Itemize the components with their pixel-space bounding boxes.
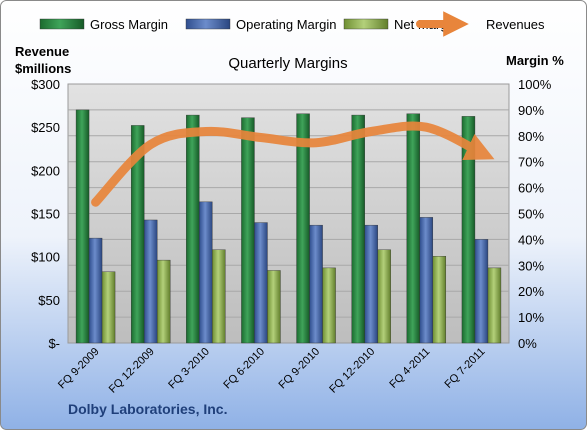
bars-layer — [75, 109, 502, 344]
right-axis-tick-label: 50% — [518, 207, 544, 222]
operating-margin-bar — [364, 224, 378, 344]
left-axis-title-line1: Revenue — [15, 44, 69, 59]
net-margin-bar — [432, 256, 447, 344]
legend-swatch — [343, 18, 389, 30]
gross-margin-bar — [351, 114, 365, 344]
legend-swatch — [185, 18, 231, 30]
chart-title: Quarterly Margins — [228, 55, 347, 72]
operating-margin-bar — [309, 224, 323, 344]
legend-label: Revenues — [486, 17, 545, 32]
operating-margin-bar — [474, 239, 489, 344]
net-margin-bar — [322, 267, 336, 344]
legend-label: Operating Margin — [236, 17, 336, 32]
left-axis-tick-label: $150 — [31, 207, 60, 222]
legend-gross-margin: Gross Margin — [39, 17, 168, 32]
left-axis-tick-label: $- — [48, 336, 60, 351]
right-axis-tick-label: 70% — [518, 155, 544, 170]
net-margin-bar — [487, 267, 502, 344]
operating-margin-bar — [199, 201, 213, 344]
operating-margin-bar — [88, 237, 103, 344]
net-margin-bar — [377, 249, 391, 344]
revenue-line — [91, 121, 495, 207]
right-axis-tick-label: 80% — [518, 129, 544, 144]
right-axis-tick-label: 40% — [518, 232, 544, 247]
operating-margin-bar — [254, 222, 268, 344]
net-margin-bar — [267, 270, 281, 344]
right-axis-title: Margin % — [506, 53, 564, 68]
gross-margin-bar — [296, 113, 310, 344]
left-axis-tick-label: $100 — [31, 250, 60, 265]
right-axis-ticks: 0% 10% 20% 30% 40% 50% 60% 70% 80% 90% 100% — [518, 77, 552, 351]
operating-margin-bar — [419, 217, 434, 344]
right-axis-tick-label: 60% — [518, 181, 544, 196]
left-axis-tick-label: $250 — [31, 120, 60, 135]
gross-margin-bar — [186, 114, 200, 344]
net-margin-bar — [156, 259, 171, 344]
left-axis-tick-label: $50 — [38, 293, 60, 308]
right-axis-tick-label: 10% — [518, 310, 544, 325]
gross-margin-bar — [461, 116, 476, 344]
gross-margin-bar — [75, 109, 90, 344]
net-margin-bar — [212, 249, 226, 344]
company-name: Dolby Laboratories, Inc. — [68, 401, 227, 417]
revenue-line-layer — [91, 121, 495, 207]
left-axis-tick-label: $200 — [31, 163, 60, 178]
gross-margin-bar — [406, 113, 421, 344]
gross-margin-bar — [241, 117, 255, 344]
left-axis-title-line2: $millions — [15, 61, 71, 76]
right-axis-tick-label: 20% — [518, 284, 544, 299]
left-axis-tick-label: $300 — [31, 77, 60, 92]
legend-revenues: Revenues — [416, 11, 545, 37]
legend-swatch — [39, 18, 85, 30]
right-axis-tick-label: 0% — [518, 336, 537, 351]
legend-label: Gross Margin — [90, 17, 168, 32]
legend-operating-margin: Operating Margin — [185, 17, 336, 32]
right-axis-tick-label: 30% — [518, 258, 544, 273]
right-axis-tick-label: 100% — [518, 77, 552, 92]
operating-margin-bar — [143, 219, 158, 344]
left-axis-ticks: $- $50 $100 $150 $200 $250 $300 — [31, 77, 60, 351]
right-axis-tick-label: 90% — [518, 103, 544, 118]
net-margin-bar — [101, 271, 116, 344]
